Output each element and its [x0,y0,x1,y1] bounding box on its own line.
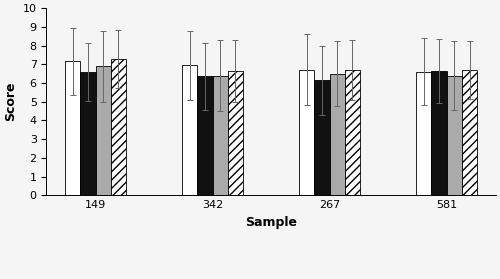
Y-axis label: Score: Score [4,82,17,121]
Bar [330,74,345,195]
Bar [65,61,80,195]
Bar [228,71,243,195]
Bar [446,76,462,195]
Bar [345,70,360,195]
Bar [314,80,330,195]
Bar [299,70,314,195]
Bar [80,72,96,195]
Bar [432,71,446,195]
Bar [198,76,212,195]
Bar [111,59,126,195]
Bar [182,65,198,195]
X-axis label: Sample: Sample [245,216,297,229]
Bar [96,66,111,195]
Bar [212,76,228,195]
Bar [416,72,432,195]
Bar [462,70,477,195]
